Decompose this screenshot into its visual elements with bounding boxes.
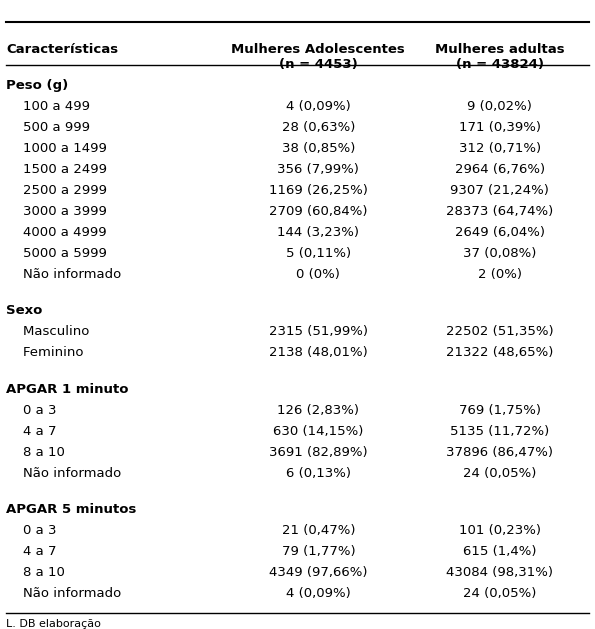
Text: 0 (0%): 0 (0%) — [296, 268, 340, 281]
Text: 43084 (98,31%): 43084 (98,31%) — [446, 567, 553, 579]
Text: 2709 (60,84%): 2709 (60,84%) — [269, 204, 368, 218]
Text: 4000 a 4999: 4000 a 4999 — [6, 226, 107, 238]
Text: 28 (0,63%): 28 (0,63%) — [281, 121, 355, 133]
Text: 1500 a 2499: 1500 a 2499 — [6, 163, 107, 175]
Text: 0 a 3: 0 a 3 — [6, 525, 57, 537]
Text: 4 (0,09%): 4 (0,09%) — [286, 99, 350, 113]
Text: 4349 (97,66%): 4349 (97,66%) — [269, 567, 368, 579]
Text: 5000 a 5999: 5000 a 5999 — [6, 247, 107, 260]
Text: 5135 (11,72%): 5135 (11,72%) — [450, 425, 549, 438]
Text: Mulheres Adolescentes
(n = 4453): Mulheres Adolescentes (n = 4453) — [231, 43, 405, 71]
Text: 1000 a 1499: 1000 a 1499 — [6, 142, 107, 155]
Text: 144 (3,23%): 144 (3,23%) — [277, 226, 359, 238]
Text: 21 (0,47%): 21 (0,47%) — [281, 525, 355, 537]
Text: 101 (0,23%): 101 (0,23%) — [459, 525, 541, 537]
Text: 38 (0,85%): 38 (0,85%) — [281, 142, 355, 155]
Text: 2315 (51,99%): 2315 (51,99%) — [269, 325, 368, 338]
Text: 0 a 3: 0 a 3 — [6, 404, 57, 417]
Text: 24 (0,05%): 24 (0,05%) — [463, 587, 537, 601]
Text: 9307 (21,24%): 9307 (21,24%) — [450, 184, 549, 197]
Text: 2964 (6,76%): 2964 (6,76%) — [455, 163, 545, 175]
Text: Peso (g): Peso (g) — [6, 79, 68, 92]
Text: 79 (1,77%): 79 (1,77%) — [281, 545, 355, 559]
Text: 500 a 999: 500 a 999 — [6, 121, 90, 133]
Text: 24 (0,05%): 24 (0,05%) — [463, 467, 537, 480]
Text: 615 (1,4%): 615 (1,4%) — [463, 545, 537, 559]
Text: 171 (0,39%): 171 (0,39%) — [459, 121, 541, 133]
Text: 37896 (86,47%): 37896 (86,47%) — [446, 446, 553, 459]
Text: 4 a 7: 4 a 7 — [6, 425, 57, 438]
Text: APGAR 5 minutos: APGAR 5 minutos — [6, 503, 136, 516]
Text: 630 (14,15%): 630 (14,15%) — [273, 425, 364, 438]
Text: 3691 (82,89%): 3691 (82,89%) — [269, 446, 368, 459]
Text: L. DB elaboração: L. DB elaboração — [6, 620, 101, 629]
Text: 21322 (48,65%): 21322 (48,65%) — [446, 346, 553, 359]
Text: 8 a 10: 8 a 10 — [6, 567, 65, 579]
Text: 6 (0,13%): 6 (0,13%) — [286, 467, 351, 480]
Text: Não informado: Não informado — [6, 467, 121, 480]
Text: 3000 a 3999: 3000 a 3999 — [6, 204, 107, 218]
Text: 126 (2,83%): 126 (2,83%) — [277, 404, 359, 417]
Text: 37 (0,08%): 37 (0,08%) — [463, 247, 537, 260]
Text: 1169 (26,25%): 1169 (26,25%) — [269, 184, 368, 197]
Text: Feminino: Feminino — [6, 346, 83, 359]
Text: 9 (0,02%): 9 (0,02%) — [467, 99, 533, 113]
Text: Mulheres adultas
(n = 43824): Mulheres adultas (n = 43824) — [435, 43, 565, 71]
Text: 2649 (6,04%): 2649 (6,04%) — [455, 226, 545, 238]
Text: 2500 a 2999: 2500 a 2999 — [6, 184, 107, 197]
Text: 2 (0%): 2 (0%) — [478, 268, 522, 281]
Text: 28373 (64,74%): 28373 (64,74%) — [446, 204, 553, 218]
Text: 8 a 10: 8 a 10 — [6, 446, 65, 459]
Text: Não informado: Não informado — [6, 268, 121, 281]
Text: APGAR 1 minuto: APGAR 1 minuto — [6, 383, 129, 396]
Text: 4 a 7: 4 a 7 — [6, 545, 57, 559]
Text: 312 (0,71%): 312 (0,71%) — [459, 142, 541, 155]
Text: 4 (0,09%): 4 (0,09%) — [286, 587, 350, 601]
Text: 2138 (48,01%): 2138 (48,01%) — [269, 346, 368, 359]
Text: 356 (7,99%): 356 (7,99%) — [277, 163, 359, 175]
Text: Masculino: Masculino — [6, 325, 89, 338]
Text: Sexo: Sexo — [6, 304, 42, 317]
Text: Características: Características — [6, 43, 118, 56]
Text: Não informado: Não informado — [6, 587, 121, 601]
Text: 100 a 499: 100 a 499 — [6, 99, 90, 113]
Text: 5 (0,11%): 5 (0,11%) — [286, 247, 351, 260]
Text: 22502 (51,35%): 22502 (51,35%) — [446, 325, 553, 338]
Text: 769 (1,75%): 769 (1,75%) — [459, 404, 541, 417]
